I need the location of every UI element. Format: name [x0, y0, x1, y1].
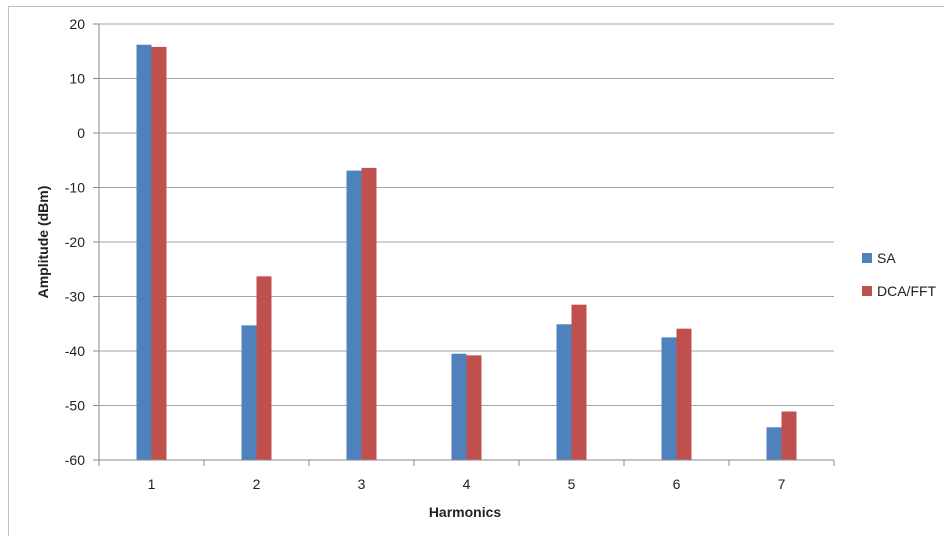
- bar-dca-fft-4: [466, 355, 482, 460]
- x-tick-label: 7: [778, 476, 786, 492]
- bar-dca-fft-3: [361, 167, 377, 460]
- chart-frame: [8, 6, 944, 536]
- x-tick-label: 5: [568, 476, 576, 492]
- y-tick-label: 20: [69, 16, 85, 32]
- x-tick-label: 3: [358, 476, 366, 492]
- legend-swatch: [862, 253, 872, 263]
- legend-label: DCA/FFT: [877, 283, 937, 299]
- y-tick-label: -10: [65, 180, 85, 196]
- bar-sa-2: [241, 325, 257, 460]
- y-tick-label: 0: [77, 125, 85, 141]
- legend-swatch: [862, 286, 872, 296]
- bar-sa-7: [766, 427, 782, 460]
- legend: SA DCA/FFT: [862, 250, 937, 299]
- x-tick-label: 4: [463, 476, 471, 492]
- bar-dca-fft-2: [256, 276, 272, 460]
- bar-dca-fft-7: [781, 411, 797, 460]
- bar-sa-1: [136, 44, 152, 461]
- gridlines: [99, 23, 834, 406]
- y-axis-title: Amplitude (dBm): [35, 186, 51, 299]
- x-tick-label: 2: [253, 476, 261, 492]
- x-tick-labels: 1 2 3 4 5 6 7: [148, 476, 786, 492]
- y-tick-label: -60: [65, 452, 85, 468]
- x-tick-label: 1: [148, 476, 156, 492]
- y-tick-label: -50: [65, 398, 85, 414]
- legend-label: SA: [877, 250, 896, 266]
- y-tick-labels: 20 10 0 -10 -20 -30 -40 -50 -60: [65, 16, 85, 468]
- bars: [136, 44, 797, 461]
- y-tick-label: -40: [65, 343, 85, 359]
- bar-dca-fft-1: [151, 46, 167, 460]
- bar-sa-4: [451, 353, 467, 460]
- y-tick-label: -30: [65, 289, 85, 305]
- bar-sa-3: [346, 170, 362, 461]
- y-tick-label: 10: [69, 71, 85, 87]
- bar-dca-fft-6: [676, 328, 692, 460]
- bar-sa-5: [556, 324, 572, 460]
- x-axis-title: Harmonics: [429, 504, 502, 520]
- bar-sa-6: [661, 337, 677, 460]
- bar-dca-fft-5: [571, 304, 587, 460]
- x-tick-label: 6: [673, 476, 681, 492]
- y-tick-label: -20: [65, 234, 85, 250]
- axes: [93, 23, 835, 466]
